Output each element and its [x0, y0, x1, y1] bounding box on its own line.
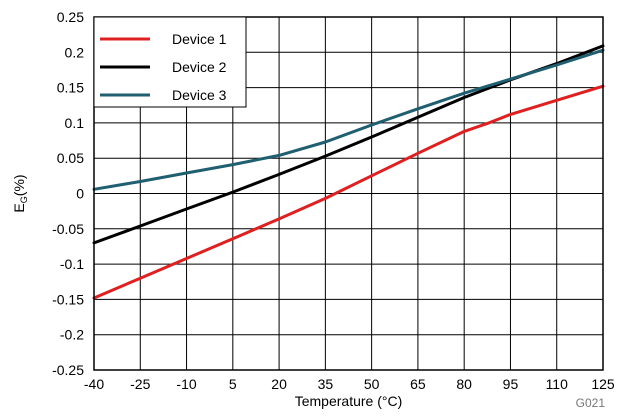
- x-tick-label: 110: [546, 376, 569, 392]
- series-line-device-1: [92, 84, 605, 300]
- y-axis-label-subscript: G: [19, 196, 29, 203]
- y-axis-label-main: E: [11, 203, 27, 212]
- figure-code: G021: [576, 396, 606, 410]
- x-tick-label: -40: [84, 376, 104, 392]
- x-tick-label: 65: [410, 376, 426, 392]
- x-tick-label: 20: [271, 376, 287, 392]
- y-tick-label: 0.05: [57, 150, 84, 166]
- legend-label-device-3: Device 3: [172, 87, 227, 103]
- x-tick-label: 80: [456, 376, 472, 392]
- legend-label-device-1: Device 1: [172, 31, 227, 47]
- x-tick-label: 50: [364, 376, 380, 392]
- y-tick-label: -0.25: [52, 362, 84, 378]
- y-tick-label: 0: [76, 186, 84, 202]
- x-tick-label: -10: [176, 376, 196, 392]
- x-axis-label: Temperature (°C): [295, 393, 403, 409]
- series-line-device-3: [92, 48, 605, 191]
- legend: Device 1 Device 2 Device 3: [93, 16, 247, 108]
- x-tick-label: 35: [318, 376, 334, 392]
- y-tick-label: -0.1: [60, 256, 84, 272]
- x-tick-labels: -40 -25 -10 5 20 35 50 65 80 95 110 125: [84, 376, 615, 392]
- y-tick-label: 0.15: [57, 80, 84, 96]
- y-axis-label-unit: (%): [11, 174, 27, 196]
- x-tick-label: 5: [229, 376, 237, 392]
- legend-box: [93, 16, 247, 108]
- x-tick-label: 95: [503, 376, 519, 392]
- x-tick-label: 125: [591, 376, 615, 392]
- y-tick-label: -0.15: [52, 291, 84, 307]
- y-tick-label: 0.2: [65, 44, 85, 60]
- legend-label-device-2: Device 2: [172, 59, 227, 75]
- y-tick-label: 0.25: [57, 9, 84, 25]
- y-tick-label: -0.05: [52, 221, 84, 237]
- plot-frame: [93, 16, 604, 371]
- series-lines: [92, 44, 605, 300]
- y-tick-label: -0.2: [60, 327, 84, 343]
- y-axis-label: EG(%): [11, 174, 29, 212]
- x-tick-label: -25: [130, 376, 150, 392]
- y-tick-label: 0.1: [65, 115, 85, 131]
- y-tick-labels: -0.25 -0.2 -0.15 -0.1 -0.05 0 0.05 0.1 0.15 0.2 0.…: [52, 9, 84, 378]
